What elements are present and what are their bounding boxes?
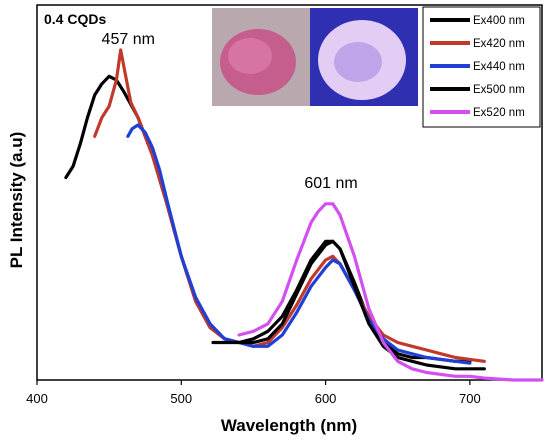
x-tick-label-500: 500 [170,391,192,406]
x-tick-label-600: 600 [315,391,337,406]
legend: Ex400 nm Ex420 nm Ex440 nm Ex500 nm Ex520 nm [422,6,541,128]
annotation-0-4-cqds: 0.4 CQDs [44,11,106,27]
y-axis-title: PL Intensity (a.u) [7,132,26,269]
series-line-ex440-nm [126,123,472,365]
x-axis-ticks: 400 500 600 700 [26,380,481,406]
inset-uv-sample-inner [334,42,382,82]
series-line-ex500-nm [211,239,486,371]
legend-label-4: Ex500 nm [473,84,525,96]
annotation-457-nm: 457 nm [102,31,155,48]
x-tick-label-400: 400 [26,391,48,406]
x-axis-title: Wavelength (nm) [221,416,357,435]
legend-label-3: Ex440 nm [473,61,525,73]
inset-photos [212,8,418,106]
x-tick-label-700: 700 [459,391,481,406]
annotation-601-nm: 601 nm [304,175,357,192]
series-layer [64,48,544,382]
legend-label-2: Ex420 nm [473,38,525,50]
plot-frame [36,4,543,381]
series-line-ex400-nm [64,74,472,363]
legend-label-5: Ex520 nm [473,107,525,119]
legend-label-1: Ex400 nm [473,15,525,27]
series-line-ex520-nm [237,202,544,382]
series-line-ex420-nm [93,48,486,363]
inset-daylight-sample-highlight [228,38,272,74]
